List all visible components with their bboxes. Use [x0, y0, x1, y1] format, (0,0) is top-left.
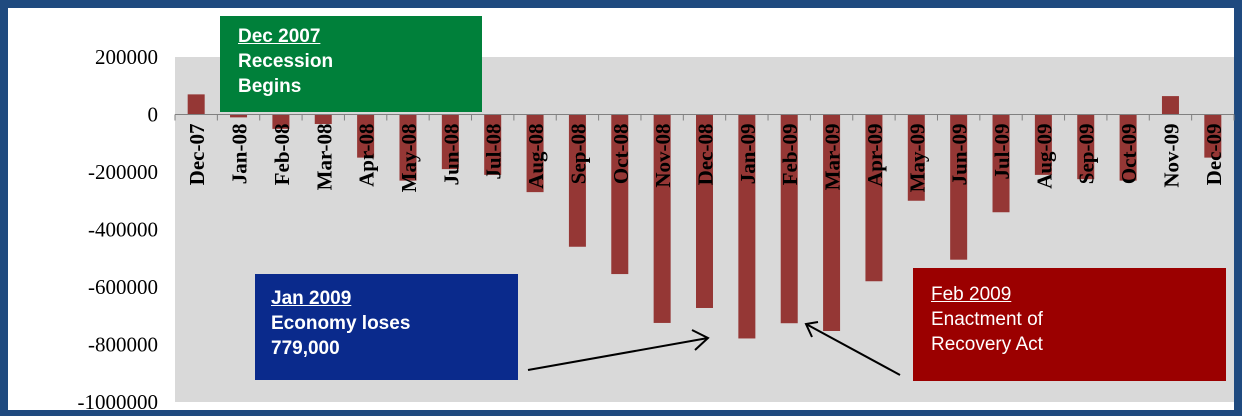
x-tick-label: Dec-08 [694, 124, 718, 186]
x-tick-label: Oct-08 [609, 124, 633, 185]
arrow-jan2009-head [691, 329, 710, 351]
x-tick-label: Jan-09 [736, 124, 760, 185]
x-tick-label: Jan-08 [228, 124, 252, 185]
x-tick-label: Jul-09 [990, 124, 1014, 180]
x-tick-label: Nov-09 [1159, 124, 1183, 188]
x-tick-label: Apr-09 [863, 124, 887, 187]
bar [441, 114, 459, 170]
bar [357, 114, 375, 158]
x-tick-label: Dec-09 [1202, 124, 1226, 186]
bar [1204, 114, 1222, 158]
feb2009-line2: Recovery Act [931, 334, 1043, 355]
x-tick-label: Aug-08 [524, 124, 548, 189]
bar [823, 114, 841, 331]
bar [1077, 114, 1095, 180]
bar [526, 114, 544, 193]
bar [907, 114, 925, 201]
bar [738, 114, 756, 339]
bar [950, 114, 968, 260]
recession-line2: Begins [238, 76, 302, 97]
pointer-arrows [527, 321, 901, 376]
x-tick-label: May-08 [397, 124, 421, 193]
y-tick-label: -200000 [88, 160, 158, 184]
jan2009-line2: 779,000 [271, 338, 340, 359]
x-tick-label: Sep-08 [566, 124, 590, 185]
bar [611, 114, 629, 275]
bar [1161, 96, 1179, 115]
bar [230, 114, 248, 118]
x-tick-label: Sep-09 [1075, 124, 1099, 185]
recession-line1: Recession [238, 51, 334, 72]
arrow-jan2009 [527, 337, 709, 371]
bar [484, 114, 502, 175]
bar [568, 114, 586, 247]
bar [314, 114, 332, 124]
x-tick-label: Jun-08 [439, 124, 463, 186]
x-tick-label: Aug-09 [1032, 124, 1056, 189]
jan2009-line1: Economy loses [271, 313, 411, 334]
bar [992, 114, 1010, 213]
bar [865, 114, 883, 282]
y-tick-label: 200000 [95, 45, 158, 69]
bar [272, 114, 290, 129]
x-tick-label: Feb-09 [778, 124, 802, 186]
y-tick-label: -600000 [88, 275, 158, 299]
bar [187, 94, 205, 115]
x-tick-label: May-09 [905, 124, 929, 193]
x-tick-label: Nov-08 [651, 124, 675, 188]
bar [399, 114, 417, 181]
x-tick-label: Apr-08 [355, 124, 379, 187]
x-tick-label: Mar-08 [312, 124, 336, 191]
jan2009-annotation: Jan 2009 Economy loses 779,000 [255, 274, 518, 380]
bar [696, 114, 713, 308]
y-tick-label: -1000000 [78, 390, 159, 414]
recession-title: Dec 2007 [238, 26, 321, 47]
x-tick-label: Feb-08 [270, 124, 294, 186]
x-tick-label: Mar-09 [821, 124, 845, 191]
feb2009-title: Feb 2009 [931, 284, 1012, 305]
x-tick-label: Oct-09 [1117, 124, 1141, 185]
bar [1119, 114, 1137, 181]
arrow-feb2009-head [804, 321, 819, 338]
x-tick-label: Jul-08 [482, 124, 506, 180]
bar [780, 114, 798, 324]
feb2009-annotation: Feb 2009 Enactment of Recovery Act [913, 268, 1226, 381]
x-tick-label: Dec-07 [185, 124, 209, 186]
y-tick-label: -800000 [88, 333, 158, 357]
y-tick-label: -400000 [88, 218, 158, 242]
arrow-feb2009 [805, 323, 901, 376]
bar [653, 114, 671, 323]
feb2009-line1: Enactment of [931, 309, 1043, 330]
bar [1034, 114, 1052, 175]
y-tick-label: 0 [148, 103, 159, 127]
x-tick-label: Jun-09 [948, 124, 972, 186]
recession-annotation: Dec 2007 Recession Begins [220, 16, 482, 112]
jan2009-title: Jan 2009 [271, 288, 352, 309]
